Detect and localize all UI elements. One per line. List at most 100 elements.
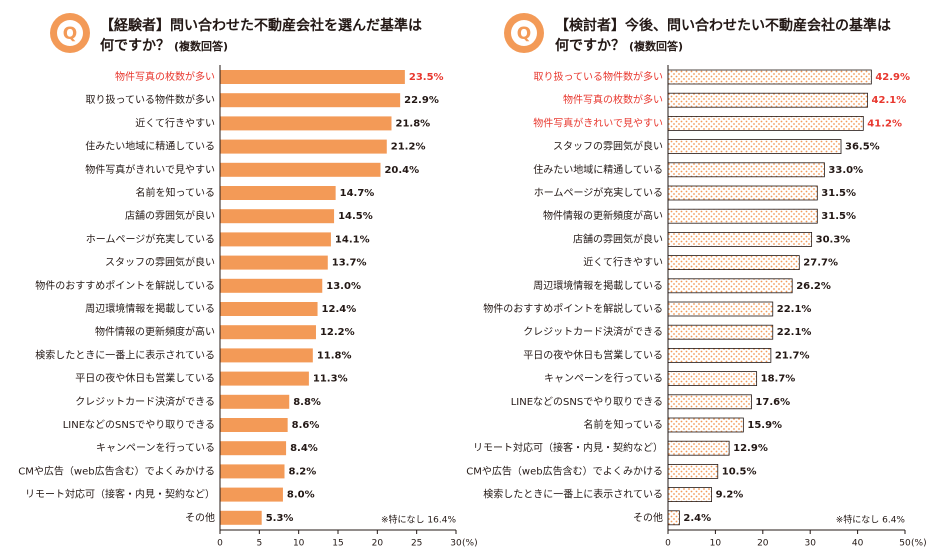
x-tick-label: 0 [665,539,671,549]
x-tick-label: 10 [293,539,305,549]
bar [220,510,262,525]
bar [667,301,774,317]
bar [220,302,318,316]
category-label: 物件写真の枚数が多い [115,70,215,83]
bar [220,418,288,432]
category-label: 周辺環境情報を掲載している [85,302,215,315]
category-label: キャンペーンを行っている [544,372,663,385]
bar [667,255,800,271]
value-label: 14.7% [340,188,375,199]
chart-title: 【経験者】問い合わせた不動産会社を選んだ基準は [100,17,422,34]
category-label: ホームページが充実している [534,186,663,199]
value-label: 11.3% [313,374,348,385]
chart-subtitle: (複数回答) [629,39,683,53]
category-label: その他 [185,511,215,524]
value-label: 23.5% [409,72,444,83]
value-label: 41.2% [867,118,902,129]
x-tick-label: 30 [450,539,462,549]
x-unit: (%) [462,539,478,549]
category-label: 周辺環境情報を掲載している [533,279,663,292]
bar [220,348,313,363]
category-label: 名前を知っている [136,186,216,199]
chart-title: 【検討者】今後、問い合わせたい不動産会社の基準は [555,17,891,34]
bar [667,347,772,363]
value-label: 12.2% [320,327,355,338]
bar [667,440,730,456]
bar [667,208,818,224]
bar [667,463,719,479]
bar [220,371,309,386]
bar [220,464,285,479]
value-label: 42.1% [872,95,907,106]
category-label: 平日の夜や休日も営業している [523,348,663,361]
value-label: 22.9% [404,95,439,106]
bar [667,324,774,340]
value-label: 5.3% [266,513,294,524]
category-label: ホームページが充実している [86,232,215,245]
category-label: 物件写真がきれいで見やすい [85,163,215,176]
category-label: CMや広告（web広告含む）でよくみかける [466,464,663,477]
category-label: その他 [633,511,663,524]
q-icon: Q [504,13,544,53]
x-tick-label: 40 [852,539,864,549]
bar [220,139,387,154]
x-tick-label: 0 [217,539,223,549]
bar [220,278,323,293]
bar [667,92,868,108]
value-label: 10.5% [722,466,757,477]
category-label: 近くて行きやすい [583,256,663,269]
bar [667,510,680,526]
bar [667,417,744,433]
category-label: キャンペーンを行っている [96,441,215,454]
value-label: 21.8% [395,118,430,129]
chart-subtitle: (複数回答) [174,39,228,53]
value-label: 36.5% [845,142,880,153]
category-label: 物件写真の枚数が多い [563,93,663,106]
category-label: リモート対応可（接客・内見・契約など） [473,441,663,454]
category-label: スタッフの雰囲気が良い [553,140,663,153]
category-label: 物件のおすすめポイントを解説している [483,302,663,315]
category-label: クレジットカード決済ができる [523,325,663,338]
value-label: 30.3% [816,234,851,245]
svg-text:Q: Q [63,24,77,44]
bar [667,139,842,155]
bar [220,394,290,409]
x-tick-label: 30 [804,539,816,549]
value-label: 13.0% [326,281,361,292]
bar [667,278,793,294]
bar [220,232,331,247]
value-label: 12.9% [733,443,768,454]
category-label: 物件情報の更新頻度が高い [95,325,215,338]
value-label: 22.1% [777,327,812,338]
bar [667,487,713,503]
value-label: 20.4% [384,165,419,176]
category-label: 検索したときに一番上に表示されている [35,348,215,361]
value-label: 31.5% [821,211,856,222]
note: ※特になし 6.4% [836,514,906,526]
bar [220,255,328,270]
bar [220,441,287,456]
category-label: LINEなどのSNSでやり取りできる [511,396,663,408]
value-label: 26.2% [796,281,831,292]
bar [220,209,335,224]
x-tick-label: 5 [256,539,262,549]
value-label: 15.9% [747,420,782,431]
category-label: CMや広告（web広告含む）でよくみかける [18,464,215,477]
svg-text:Q: Q [517,24,531,44]
bar [220,186,336,200]
category-label: スタッフの雰囲気が良い [105,256,215,269]
value-label: 8.4% [290,443,318,454]
bar [667,371,758,387]
category-label: 取り扱っている物件数が多い [86,93,216,106]
bar [667,116,864,131]
bar [667,394,752,410]
value-label: 27.7% [803,258,838,269]
value-label: 9.2% [716,490,744,501]
category-label: 物件写真がきれいで見やすい [533,116,663,129]
category-label: 物件のおすすめポイントを解説している [35,279,215,292]
x-tick-label: 25 [411,539,422,549]
bar [220,116,392,131]
value-label: 14.1% [335,234,370,245]
category-label: 住みたい地域に精通している [85,140,215,153]
